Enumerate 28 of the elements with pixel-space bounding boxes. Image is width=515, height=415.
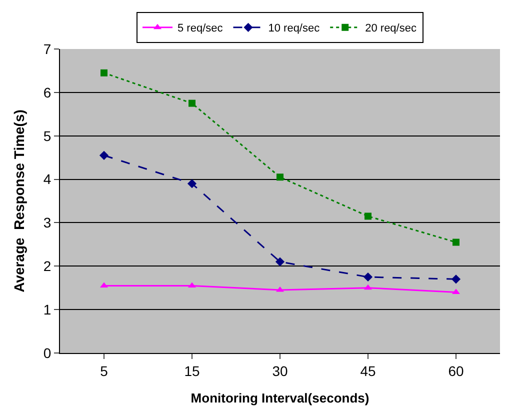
y-tick-label: 0 xyxy=(43,344,52,361)
y-tick-label: 1 xyxy=(43,301,52,318)
legend-label: 5 req/sec xyxy=(178,22,224,35)
point xyxy=(100,69,108,76)
x-tick-label: 45 xyxy=(360,362,376,379)
point xyxy=(276,174,284,181)
y-tick-label: 3 xyxy=(43,214,52,231)
y-axis-title: Average Response Time(s) xyxy=(11,110,28,292)
x-axis-title: Monitoring Interval(seconds) xyxy=(190,390,370,406)
point xyxy=(363,272,373,282)
point xyxy=(364,212,372,220)
y-tick-label: 7 xyxy=(43,40,52,57)
legend-label: 20 req/sec xyxy=(365,22,417,35)
x-tick-label: 30 xyxy=(272,362,288,379)
x-tick-label: 60 xyxy=(448,362,464,379)
y-tick-label: 2 xyxy=(43,258,52,274)
point xyxy=(99,150,109,160)
point xyxy=(188,100,196,107)
point xyxy=(451,274,461,284)
point xyxy=(452,238,460,246)
y-tick-label: 4 xyxy=(43,171,52,188)
x-tick-label: 15 xyxy=(184,362,200,379)
y-tick-label: 6 xyxy=(43,84,52,100)
legend-label: 10 req/sec xyxy=(268,22,320,35)
y-tick-label: 5 xyxy=(43,128,52,144)
point xyxy=(275,257,285,266)
x-tick-label: 5 xyxy=(100,362,108,379)
point xyxy=(187,179,197,188)
